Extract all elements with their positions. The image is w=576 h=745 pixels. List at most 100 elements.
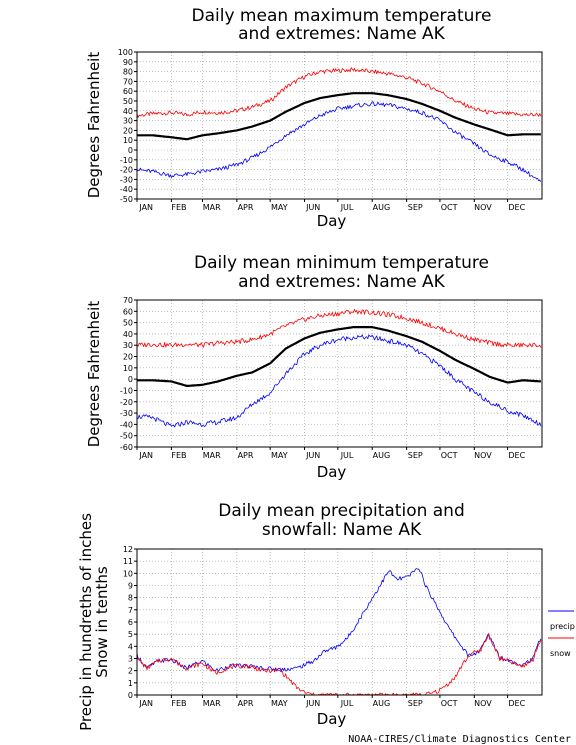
y-tick-label: 7 [128, 606, 133, 615]
x-axis-label: Day [317, 710, 347, 728]
y-tick-label: 11 [123, 557, 133, 566]
x-tick-label: SEP [408, 203, 423, 212]
y-tick-label: 9 [128, 582, 133, 591]
y-tick-label: 30 [123, 117, 133, 126]
plot-frame [136, 299, 543, 448]
y-tick-label: 0 [128, 146, 133, 155]
y-tick-label: 40 [123, 330, 133, 339]
y-tick-label: -10 [120, 386, 133, 395]
chart-title-line2: snowfall: Name AK [262, 520, 422, 540]
y-tick-label: 10 [123, 364, 133, 373]
y-tick-label: 3 [128, 655, 133, 664]
x-tick-label: NOV [474, 203, 492, 212]
x-tick-label: JAN [138, 699, 153, 708]
y-tick-label: 5 [128, 630, 133, 639]
series-line-precip [136, 568, 542, 672]
chart-title-line1: Daily mean precipitation and [218, 501, 465, 521]
series-line-s3 [136, 334, 542, 428]
x-tick-label: SEP [408, 699, 423, 708]
x-tick-label: OCT [441, 203, 458, 212]
y-tick-label: 100 [118, 48, 133, 57]
x-tick-label: JUL [340, 451, 354, 460]
y-tick-label: 50 [123, 97, 133, 106]
y-tick-label: -40 [120, 185, 133, 194]
x-tick-label: FEB [171, 451, 186, 460]
chart-title-line2: and extremes: Name AK [238, 24, 446, 44]
chart-title-line1: Daily mean minimum temperature [194, 253, 489, 273]
legend-label-precip: precip [550, 622, 575, 631]
x-tick-label: MAY [271, 203, 288, 212]
x-tick-label: NOV [474, 451, 492, 460]
y-tick-label: 70 [123, 296, 133, 305]
x-tick-label: JUN [305, 451, 320, 460]
y-tick-label: 12 [123, 545, 133, 554]
y-tick-label: 2 [128, 667, 133, 676]
y-tick-label: -20 [120, 166, 133, 175]
y-tick-label: 90 [123, 58, 133, 67]
x-tick-label: NOV [474, 699, 492, 708]
y-tick-label: 10 [123, 569, 133, 578]
y-axis-label-line1: Precip in hundreths of inches [77, 513, 95, 731]
y-tick-label: 60 [123, 307, 133, 316]
y-tick-label: -30 [120, 409, 133, 418]
y-tick-label: -40 [120, 420, 133, 429]
x-tick-label: JUN [305, 699, 320, 708]
y-tick-label: -20 [120, 398, 133, 407]
y-tick-label: 70 [123, 77, 133, 86]
chart-title-line2: and extremes: Name AK [238, 272, 446, 292]
x-tick-label: MAR [203, 451, 221, 460]
x-tick-label: FEB [171, 699, 186, 708]
y-tick-label: -50 [120, 432, 133, 441]
y-tick-label: -50 [120, 195, 133, 204]
y-tick-label: -30 [120, 175, 133, 184]
y-axis-label-line2: Snow in tenths [93, 566, 111, 678]
x-tick-label: APR [238, 451, 254, 460]
y-tick-label: 10 [123, 136, 133, 145]
x-tick-label: MAY [271, 699, 288, 708]
series-line-s3 [136, 101, 542, 182]
x-tick-label: AUG [373, 451, 391, 460]
y-tick-label: 6 [128, 618, 133, 627]
series-line-s2 [137, 326, 541, 387]
series-line-s2 [137, 92, 541, 141]
x-tick-label: AUG [373, 699, 391, 708]
y-tick-label: 4 [128, 642, 133, 651]
series-line-s1 [136, 67, 542, 118]
y-tick-label: 50 [123, 319, 133, 328]
credit-text: NOAA-CIRES/Climate Diagnostics Center [348, 734, 571, 745]
y-tick-label: 0 [128, 375, 133, 384]
x-axis-label: Day [317, 212, 347, 230]
x-tick-label: DEC [508, 203, 525, 212]
x-axis-label: Day [317, 463, 347, 481]
x-tick-label: MAR [203, 699, 221, 708]
x-tick-label: DEC [508, 451, 525, 460]
y-tick-label: 60 [123, 87, 133, 96]
y-tick-label: -60 [120, 443, 133, 452]
x-tick-label: APR [238, 203, 254, 212]
y-tick-label: 40 [123, 107, 133, 116]
plot-frame [136, 51, 543, 200]
x-tick-label: AUG [373, 203, 391, 212]
x-tick-label: APR [238, 699, 254, 708]
y-tick-label: 20 [123, 126, 133, 135]
x-tick-label: JAN [138, 203, 153, 212]
y-tick-label: -10 [120, 156, 133, 165]
y-tick-label: 30 [123, 341, 133, 350]
chart-title-line1: Daily mean maximum temperature [192, 6, 492, 26]
x-tick-label: DEC [508, 699, 525, 708]
x-tick-label: JAN [138, 451, 153, 460]
x-tick-label: FEB [171, 203, 186, 212]
x-tick-label: SEP [408, 451, 423, 460]
y-axis-label: Degrees Fahrenheit [85, 52, 103, 199]
y-tick-label: 80 [123, 68, 133, 77]
x-tick-label: JUL [340, 699, 354, 708]
legend-label-snow: snow [550, 649, 571, 658]
x-tick-label: MAR [203, 203, 221, 212]
x-tick-label: OCT [441, 699, 458, 708]
y-tick-label: 20 [123, 353, 133, 362]
y-axis-label: Degrees Fahrenheit [85, 301, 103, 448]
x-tick-label: JUN [305, 203, 320, 212]
